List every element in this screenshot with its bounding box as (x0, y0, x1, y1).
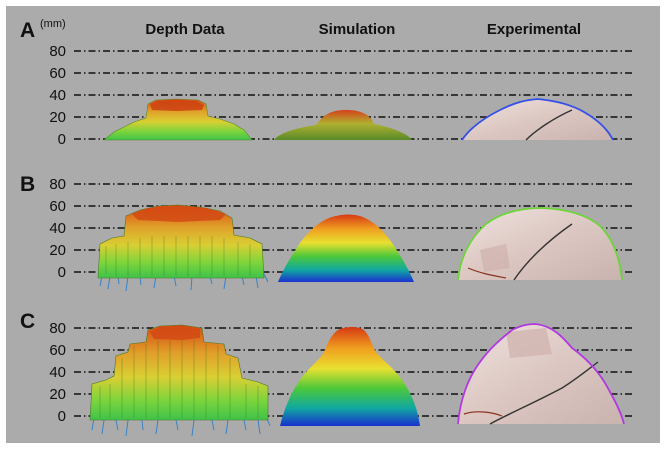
depth-spikes-b (99, 273, 269, 292)
y-tick-label: 80 (49, 43, 66, 60)
depth-top-a (150, 100, 204, 111)
figure: Depth Data Simulation Experimental A (mm… (6, 6, 660, 443)
column-header-simulation: Simulation (319, 21, 396, 38)
depth-surface-a (103, 98, 253, 141)
y-tick-label: 40 (49, 364, 66, 381)
y-tick-label: 40 (49, 220, 66, 237)
y-tick-label: 0 (58, 264, 66, 281)
depth-spikes-c (91, 415, 271, 437)
panel-c: C 80 60 40 20 0 (20, 310, 632, 437)
panel-letter-c: C (20, 310, 35, 333)
y-tick-label: 60 (49, 342, 66, 359)
depth-texture-b (105, 236, 251, 276)
y-tick-label: 60 (49, 198, 66, 215)
experimental-photo-c (457, 323, 625, 425)
y-tick-label: 20 (49, 386, 66, 403)
depth-top-c (150, 326, 200, 340)
y-tick-label: 40 (49, 87, 66, 104)
depth-top-b (132, 206, 226, 222)
y-tick-label: 80 (49, 176, 66, 193)
figure-canvas: Depth Data Simulation Experimental A (mm… (20, 18, 632, 437)
depth-texture-c (99, 340, 259, 418)
outline-a (461, 98, 614, 141)
sim-surface-c (280, 327, 420, 426)
depth-surface-c (89, 324, 269, 421)
panel-a: A (mm) 80 60 40 20 0 (20, 18, 632, 148)
column-header-depth-data: Depth Data (145, 21, 225, 38)
sim-surface-a (274, 110, 412, 140)
unit-label: (mm) (40, 18, 66, 30)
panel-letter-b: B (20, 173, 35, 196)
column-header-experimental: Experimental (487, 21, 581, 38)
depth-surface-b (97, 204, 265, 279)
y-tick-label: 20 (49, 242, 66, 259)
y-tick-label: 20 (49, 109, 66, 126)
y-tick-label: 0 (58, 131, 66, 148)
sim-surface-b (278, 214, 414, 282)
panel-b: B 80 60 40 20 0 (20, 173, 632, 292)
y-tick-label: 60 (49, 65, 66, 82)
experimental-photo-a (461, 98, 614, 141)
y-tick-label: 0 (58, 408, 66, 425)
panel-letter-a: A (20, 19, 35, 42)
outline-c (457, 323, 625, 425)
experimental-photo-b (457, 207, 623, 281)
outline-b (457, 207, 623, 281)
y-tick-label: 80 (49, 320, 66, 337)
